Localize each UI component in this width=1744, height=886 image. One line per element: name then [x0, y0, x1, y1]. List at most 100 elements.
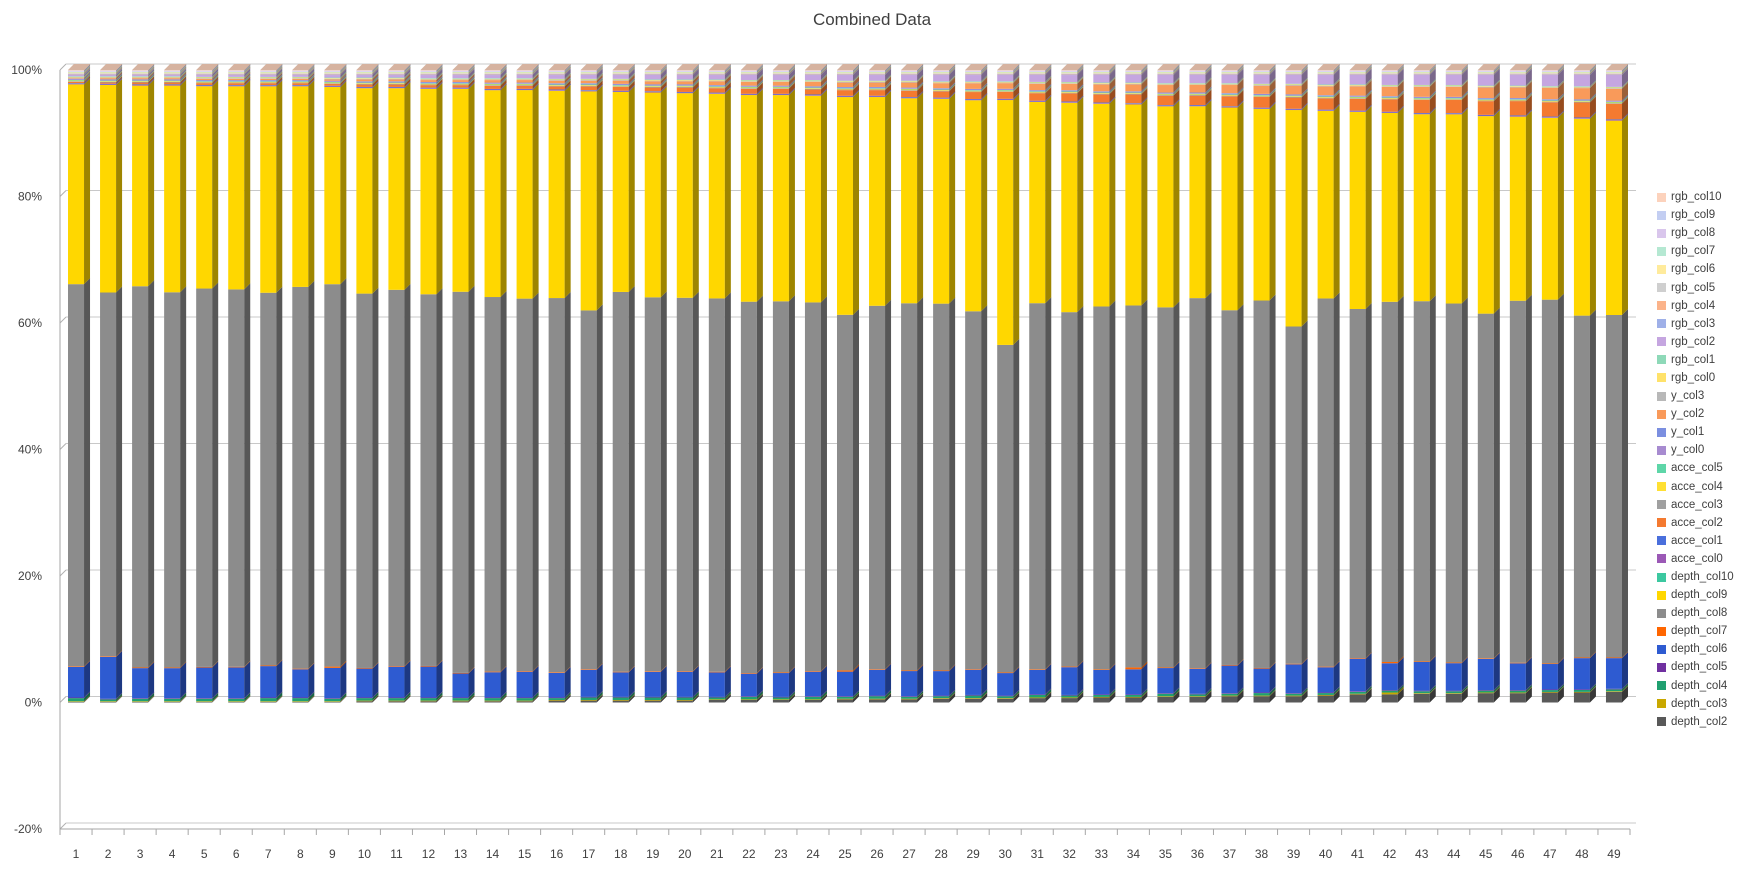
bar-segment-side	[724, 64, 731, 72]
bar-segment-front	[676, 73, 693, 75]
bar-segment-front	[516, 698, 533, 701]
bar-segment	[164, 66, 187, 74]
bar-segment-front	[580, 79, 597, 81]
bar-segment-side	[340, 75, 347, 83]
bar-segment-side	[1621, 67, 1628, 75]
bar-segment-front	[452, 80, 469, 82]
bar-segment-front	[292, 85, 309, 87]
bar-segment-front	[1253, 74, 1270, 76]
bar-segment-side	[116, 76, 123, 84]
bar-segment	[676, 690, 699, 698]
bar-segment	[1253, 661, 1276, 669]
bar-segment-front	[612, 84, 629, 86]
bar-segment-front	[292, 72, 309, 74]
bar-segment-front	[164, 79, 181, 81]
bar-segment-front	[292, 668, 309, 670]
bar-segment-side	[468, 76, 475, 84]
bar-segment	[1029, 297, 1052, 670]
bar-segment	[1477, 67, 1500, 74]
bar-segment-front	[484, 83, 501, 84]
bar-segment-side	[1557, 66, 1564, 74]
bar-segment	[708, 68, 731, 76]
bar-segment-front	[260, 81, 277, 82]
bar-segment-side	[148, 79, 155, 86]
bar-segment	[516, 83, 539, 91]
bar-segment-front	[1445, 73, 1462, 75]
bar-segment	[1541, 66, 1564, 74]
bar-segment-side	[1237, 87, 1244, 94]
bar-segment-side	[1429, 92, 1436, 100]
bar-segment-side	[84, 75, 91, 84]
bar-segment-side	[84, 64, 91, 71]
bar-segment	[580, 85, 603, 311]
bar-segment-front	[1413, 114, 1430, 302]
bar-segment-front	[933, 73, 950, 75]
bar-segment	[1221, 689, 1244, 697]
bar-segment-front	[164, 668, 181, 699]
bar-segment	[676, 73, 699, 81]
bar-segment-side	[372, 77, 379, 85]
bar-segment	[1189, 687, 1212, 695]
bar-segment-front	[132, 78, 149, 80]
bar-segment-front	[772, 85, 789, 87]
bar-segment	[1605, 67, 1628, 75]
bar-segment	[1253, 65, 1276, 73]
bar-segment-front	[1317, 109, 1334, 111]
bar-segment-side	[372, 67, 379, 74]
bar-segment	[196, 282, 219, 667]
bar-segment-front	[612, 73, 629, 74]
bar-segment	[1381, 78, 1404, 86]
bar-segment	[804, 64, 827, 72]
x-tick-label: 2	[105, 847, 112, 861]
bar-segment-front	[132, 80, 149, 82]
bar-segment	[1253, 690, 1276, 703]
bar-segment	[708, 82, 731, 93]
bar-segment	[1477, 92, 1500, 99]
bar-segment	[676, 68, 699, 76]
bar-segment	[1285, 690, 1308, 703]
bar-segment	[1189, 690, 1212, 697]
bar-segment-side	[532, 79, 539, 86]
bar-segment	[1189, 86, 1212, 94]
bar-segment-side	[340, 692, 347, 702]
bar-segment-side	[532, 79, 539, 89]
bar-segment-front	[260, 73, 277, 75]
bar-segment	[1573, 684, 1596, 692]
bar-segment-front	[1253, 93, 1270, 95]
bar-segment-front	[1605, 120, 1622, 121]
bar-segment-front	[612, 672, 629, 697]
bar-segment-front	[676, 80, 693, 81]
bar-segment-side	[308, 75, 315, 83]
bar-segment	[132, 64, 155, 71]
bar-segment-side	[1429, 80, 1436, 97]
bar-segment-front	[100, 75, 117, 77]
bar-segment	[901, 66, 924, 74]
bar-segment-side	[981, 83, 988, 91]
bar-segment	[164, 64, 187, 72]
bar-segment-side	[244, 64, 251, 71]
bar-segment-side	[724, 74, 731, 81]
bar-segment-side	[1333, 89, 1340, 97]
bar-segment	[836, 75, 860, 82]
bar-segment-front	[1125, 103, 1142, 105]
bar-segment-side	[885, 69, 892, 81]
bar-segment-front	[164, 84, 181, 85]
bar-segment	[804, 67, 827, 74]
bar-segment	[772, 693, 795, 700]
bar-segment-side	[1301, 65, 1308, 73]
bar-segment-side	[244, 67, 251, 74]
bar-segment-front	[260, 701, 277, 703]
bar-segment	[164, 67, 187, 75]
bar-segment-front	[997, 90, 1014, 92]
bar-segment	[484, 691, 507, 699]
bar-segment-front	[965, 694, 982, 696]
bar-segment	[580, 73, 603, 81]
bar-segment-side	[1045, 67, 1052, 75]
bar-segment	[1221, 66, 1244, 74]
bar-segment	[1061, 306, 1084, 667]
bar-segment-side	[1589, 82, 1596, 100]
bar-segment-front	[869, 669, 886, 696]
bar-segment-front	[196, 72, 213, 74]
bar-segment-side	[1077, 65, 1084, 73]
bar-segment	[516, 64, 539, 71]
